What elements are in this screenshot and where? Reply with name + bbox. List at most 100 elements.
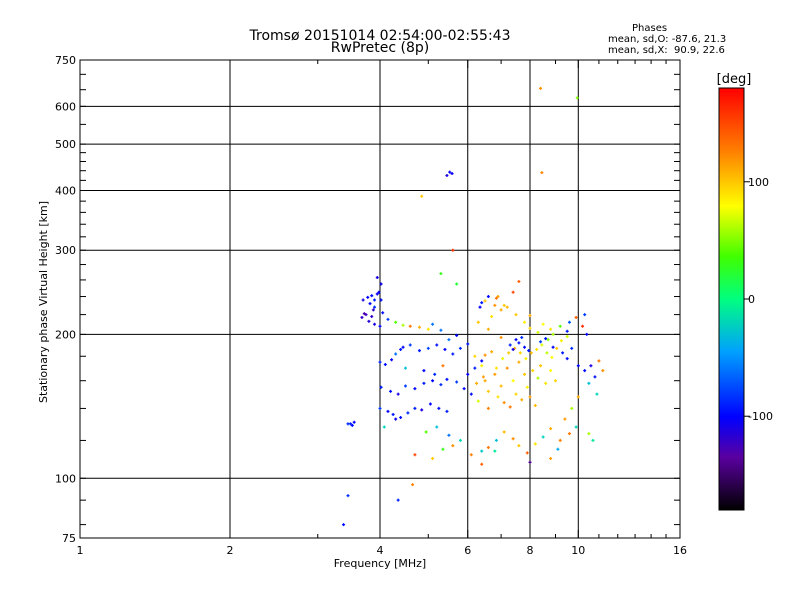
data-point (525, 451, 529, 455)
data-point (574, 425, 578, 429)
data-point (455, 333, 459, 337)
data-point (350, 423, 354, 427)
data-point (433, 372, 437, 376)
data-point (379, 298, 383, 302)
stats-o-mode: mean, sd,O: -87.6, 21.3 (608, 34, 727, 45)
data-point (549, 456, 553, 460)
data-point (505, 366, 509, 370)
data-point (373, 298, 377, 302)
data-point (527, 349, 531, 353)
data-point (502, 430, 506, 434)
data-point (451, 444, 455, 448)
data-point (561, 351, 565, 355)
data-point (555, 346, 559, 350)
y-axis-label: Stationary phase Virtual Height [km] (37, 201, 50, 403)
data-point (536, 330, 540, 334)
data-point (494, 438, 498, 442)
data-point (502, 401, 506, 405)
x-axis-label: Frequency [MHz] (334, 557, 426, 570)
data-point (533, 442, 537, 446)
data-point (413, 406, 417, 410)
y-tick-label: 750 (55, 54, 76, 67)
chart-title: Tromsø 20151014 02:54:00-02:55:43 (249, 28, 511, 44)
data-point (507, 351, 511, 355)
data-point (576, 395, 580, 399)
data-point (545, 351, 549, 355)
data-point (570, 406, 574, 410)
data-point (539, 340, 543, 344)
colorbar-tick-label: 0 (748, 293, 755, 306)
data-point (366, 295, 370, 299)
colorbar (718, 87, 745, 511)
data-point (541, 435, 545, 439)
data-point (476, 399, 480, 403)
data-point (535, 347, 539, 351)
data-point (540, 343, 544, 347)
data-point (466, 372, 470, 376)
data-point (524, 357, 528, 361)
data-point (370, 294, 374, 298)
data-point (511, 379, 515, 383)
data-point (480, 359, 484, 363)
data-point (540, 171, 544, 175)
grid-lines (80, 60, 680, 538)
x-tick-label: 8 (527, 544, 534, 557)
data-point (536, 376, 540, 380)
data-point (408, 343, 412, 347)
data-point (431, 456, 435, 460)
data-point (574, 315, 578, 319)
data-point (378, 406, 382, 410)
axis-ticks: 1 2 4 6 8 10 16 75 100 200 300 400 500 600 750 (55, 54, 687, 557)
data-point (546, 338, 550, 342)
data-point (375, 292, 379, 296)
data-point (378, 324, 382, 328)
data-point (570, 346, 574, 350)
data-point (435, 425, 439, 429)
data-point (394, 320, 398, 324)
data-point (417, 325, 421, 329)
data-point (367, 319, 371, 323)
x-tick-label: 1 (77, 544, 84, 557)
data-point (567, 432, 571, 436)
data-point (483, 379, 487, 383)
data-point (550, 355, 554, 359)
data-point (458, 438, 462, 442)
x-tick-label: 4 (377, 544, 384, 557)
data-point (428, 402, 432, 406)
data-point (411, 483, 415, 487)
data-point (553, 379, 557, 383)
chart-subtitle: RwPretec (8p) (330, 40, 430, 56)
data-point (486, 406, 490, 410)
data-point (523, 372, 527, 376)
data-point (399, 416, 403, 420)
data-point (494, 296, 498, 300)
data-point (422, 381, 426, 385)
data-point (565, 357, 569, 361)
data-point (435, 343, 439, 347)
data-point (493, 303, 497, 307)
data-point (581, 324, 585, 328)
data-point (565, 329, 569, 333)
y-tick-label: 100 (55, 472, 76, 485)
data-point (431, 379, 435, 383)
colorbar-ticks: 100 0 -100 (744, 176, 773, 423)
data-point (563, 417, 567, 421)
data-point (505, 305, 509, 309)
data-point (386, 409, 390, 413)
data-point (494, 366, 498, 370)
data-point (475, 381, 479, 385)
data-point (478, 305, 482, 309)
data-point (517, 280, 521, 284)
data-point (390, 358, 394, 362)
data-point (496, 395, 500, 399)
data-point (445, 409, 449, 413)
data-point (377, 290, 381, 294)
data-point (473, 354, 477, 358)
data-point (443, 347, 447, 351)
data-point (378, 360, 382, 364)
data-point (455, 380, 459, 384)
colorbar-tick-label: -100 (748, 410, 773, 423)
data-point (417, 349, 421, 353)
data-point (451, 352, 455, 356)
